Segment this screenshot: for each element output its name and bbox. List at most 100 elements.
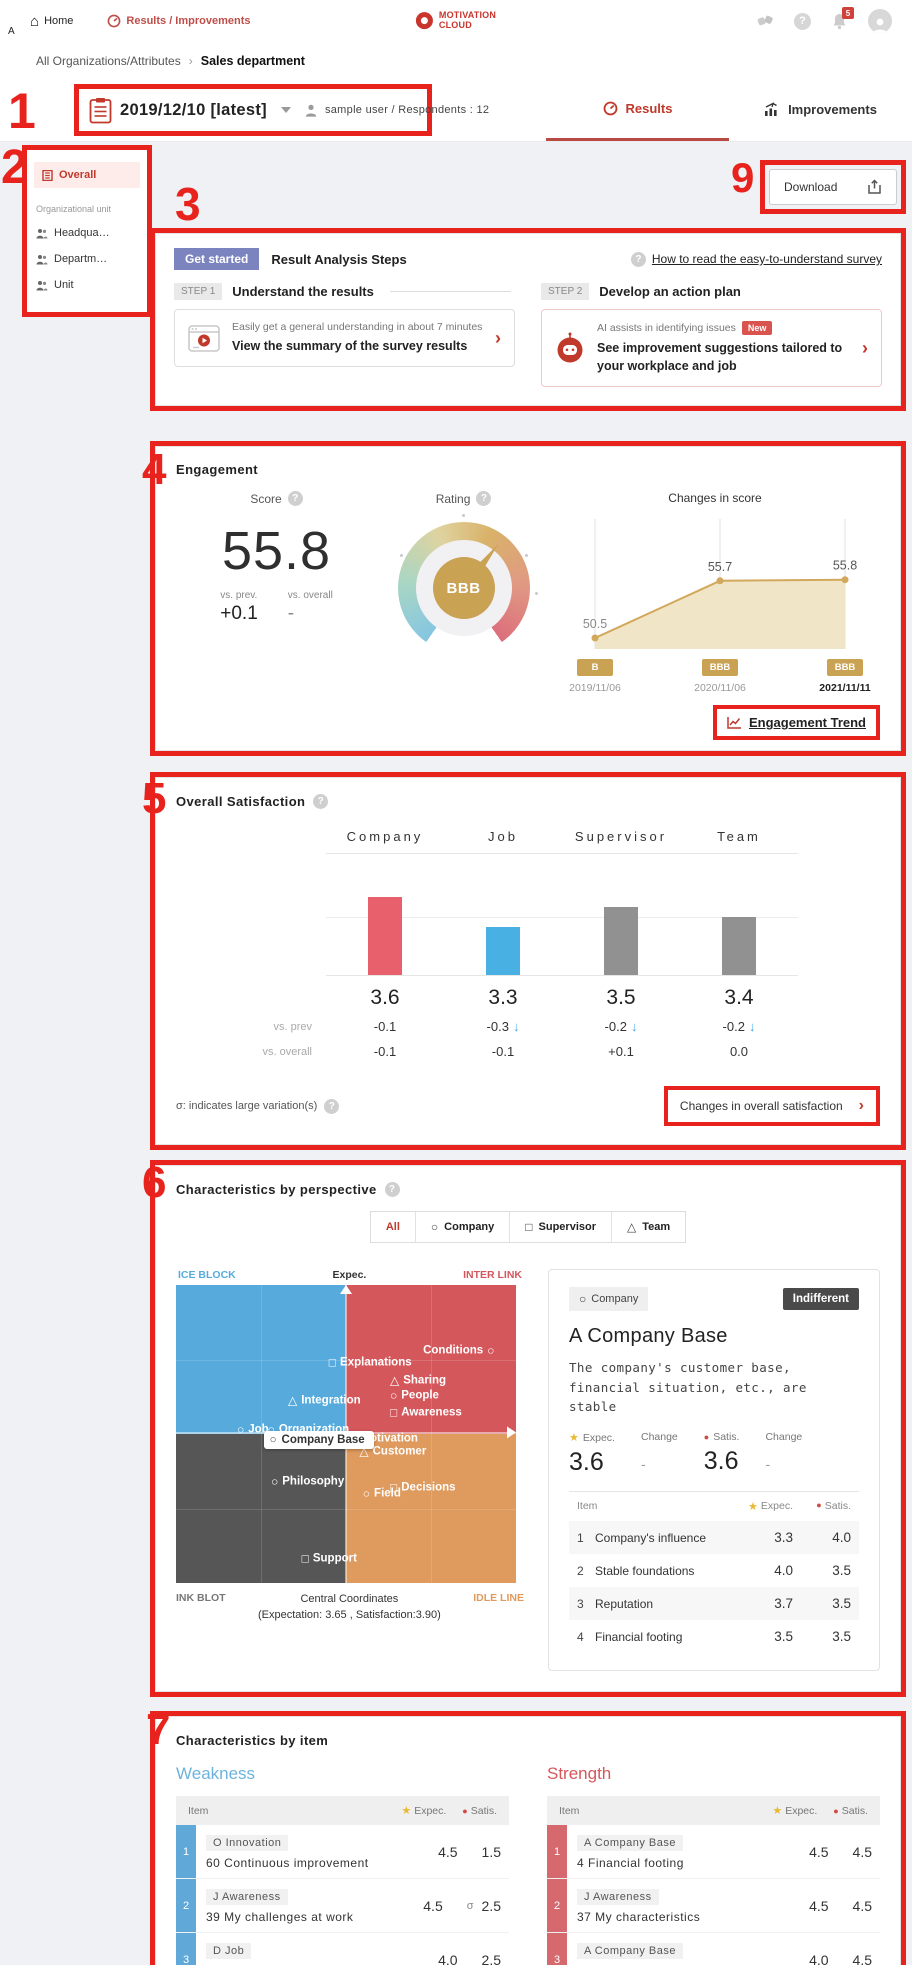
strong-row[interactable]: 1 A Company Base 4 Financial footing 4.5 4.5 xyxy=(547,1825,880,1880)
notifications-bell-icon[interactable]: 5 xyxy=(831,7,854,30)
step1-maintext: View the summary of the survey results xyxy=(232,339,468,353)
annotation-number-4: 4 xyxy=(142,445,167,495)
filter-company-label: Company xyxy=(444,1221,495,1234)
perspective-help-icon[interactable]: ? xyxy=(384,1182,400,1198)
central-coordinates: Central Coordinates (Expectation: 3.65 ,… xyxy=(258,1592,441,1623)
strong-row[interactable]: 3A Company Base3 Reputation 4.0 4.5 xyxy=(547,1933,880,1965)
scatter-point-conditions: Conditions ○ xyxy=(423,1343,494,1357)
weak-row[interactable]: 2 J Awareness 39 My challenges at work 4.5 σ… xyxy=(176,1879,509,1934)
strong-rank: 2 xyxy=(547,1879,567,1933)
item-expec-value: 4.5 xyxy=(438,1843,458,1860)
changes-satisfaction-link[interactable]: Changes in overall satisfaction xyxy=(679,1099,843,1114)
people-icon xyxy=(36,254,48,265)
triangle-marker-icon: △ xyxy=(359,1444,369,1459)
how-to-read-link[interactable]: How to read the easy-to-understand surve… xyxy=(651,252,882,266)
satis-dot-icon: ● xyxy=(703,1432,710,1443)
weak-row[interactable]: 1 O Innovation 60 Continuous improvement 4.… xyxy=(176,1825,509,1880)
chevron-down-icon[interactable] xyxy=(280,107,291,113)
filter-supervisor[interactable]: □ Supervisor xyxy=(509,1212,611,1243)
satis-dot-icon: ● xyxy=(833,1805,839,1816)
help-icon[interactable]: ? xyxy=(794,12,811,30)
score-help-icon[interactable]: ? xyxy=(287,491,303,507)
detail-expec-change: - xyxy=(640,1456,646,1473)
vs-overall-value: - xyxy=(287,603,295,625)
tab-results[interactable]: Results xyxy=(546,78,729,141)
engagement-title: Engagement xyxy=(176,462,259,478)
item-expec-value: 4.5 xyxy=(423,1897,443,1914)
action-plan-card[interactable]: AI assists in identifying issues New See… xyxy=(541,309,882,388)
filter-team[interactable]: △ Team xyxy=(611,1212,685,1243)
item-name: 60 Continuous improvement xyxy=(206,1856,369,1871)
nav-results-improvements[interactable]: Results / Improvements xyxy=(107,14,251,28)
apps-icon[interactable] xyxy=(756,12,774,30)
scatter-point-label: Integration xyxy=(301,1394,361,1407)
item-body: D Job14 Social contribution xyxy=(196,1933,393,1965)
step2-tag: STEP 2 xyxy=(541,283,590,300)
satisfaction-bar xyxy=(604,907,638,976)
weak-rank: 2 xyxy=(176,1879,196,1933)
col-satis-label: Satis. xyxy=(841,1804,868,1817)
col-expec-label: Expec. xyxy=(785,1804,818,1817)
help-circle-icon[interactable]: ? xyxy=(630,251,646,267)
central-coordinates-line1: Central Coordinates xyxy=(300,1593,399,1606)
rating-help-icon[interactable]: ? xyxy=(476,491,492,507)
item-expec-value: 4.5 xyxy=(809,1843,829,1860)
idle-line-label: IDLE LINE xyxy=(473,1592,524,1605)
annotation-box-7: 7 Characteristics by item Weakness Item … xyxy=(146,1708,906,1965)
item-category-chip: O Innovation xyxy=(206,1835,289,1852)
sigma-flag: σ xyxy=(466,1899,474,1912)
tab-improvements[interactable]: Improvements xyxy=(729,78,912,141)
survey-date-selector[interactable]: 2019/12/10 [latest] xyxy=(120,100,267,119)
engagement-score: 55.8 xyxy=(221,521,332,582)
summary-card[interactable]: Easily get a general understanding in ab… xyxy=(174,309,515,368)
control-row: 2019/12/10 [latest] sample user / Respon… xyxy=(0,78,912,142)
top-nav: A ⌂ Home Results / Improvements MOTIVATI… xyxy=(0,0,912,42)
download-row: 9 Download xyxy=(150,157,906,214)
stray-letter: A xyxy=(8,26,15,37)
satisfaction-vs-overall-value: +0.1 xyxy=(608,1044,634,1060)
item-category-chip: A Company Base xyxy=(577,1835,683,1852)
satisfaction-help-icon[interactable]: ? xyxy=(313,794,329,810)
avatar[interactable] xyxy=(868,9,892,33)
detail-description: The company's customer base, financial s… xyxy=(569,1360,807,1414)
home-icon: ⌂ xyxy=(30,12,40,30)
download-button[interactable]: Download xyxy=(769,169,897,205)
breadcrumb-separator: › xyxy=(188,54,193,68)
perspective-detail-card: ○ Company Indifferent A Company Base The … xyxy=(548,1269,880,1672)
sidebar-item-overall[interactable]: Overall xyxy=(34,162,140,188)
rating-badge: B xyxy=(577,659,613,677)
download-label: Download xyxy=(784,180,838,194)
item-body: A Company Base 4 Financial footing xyxy=(567,1825,764,1878)
scatter-highlight-company-base[interactable]: ○ Company Base xyxy=(263,1431,374,1450)
sidebar-item-departm[interactable]: Departm… xyxy=(27,246,147,272)
square-marker-icon: □ xyxy=(390,1480,398,1495)
filter-all[interactable]: All xyxy=(371,1212,415,1242)
item-satis-value: 1.5 xyxy=(481,1843,501,1860)
rating-label: Rating xyxy=(435,491,471,506)
scatter-point-explanations: □ Explanations xyxy=(329,1355,412,1369)
satisfaction-bar-cell xyxy=(444,854,562,977)
breadcrumb-root[interactable]: All Organizations/Attributes xyxy=(36,54,181,68)
item-satis-value: 2.5 xyxy=(481,1897,501,1914)
rating-gauge: BBB xyxy=(397,514,538,655)
filter-company[interactable]: ○ Company xyxy=(414,1212,509,1243)
sigma-help-icon[interactable]: ? xyxy=(324,1098,340,1114)
strong-row[interactable]: 2 J Awareness 37 My characteristics 4.5 4.5 xyxy=(547,1879,880,1934)
by-item-title: Characteristics by item xyxy=(176,1733,329,1749)
characteristics-by-perspective-card: Characteristics by perspective? All ○ Com… xyxy=(155,1165,901,1693)
nav-home[interactable]: ⌂ Home xyxy=(30,14,73,29)
quadrant-plot: Conditions ○ □ Explanations △ Sharing ○ People □… xyxy=(176,1285,516,1584)
people-icon xyxy=(36,280,48,291)
engagement-trend-link[interactable]: Engagement Trend xyxy=(748,715,866,731)
sidebar-item-unit[interactable]: Unit xyxy=(27,272,147,298)
scatter-point-label: Customer xyxy=(372,1445,427,1458)
annotation-box-5: 5 Overall Satisfaction? Company Job Superv… xyxy=(142,772,906,1151)
detail-row-number: 4 xyxy=(577,1629,584,1644)
survey-icon xyxy=(89,97,112,124)
sidebar-item-label: Unit xyxy=(54,279,74,291)
sidebar-item-headqua[interactable]: Headqua… xyxy=(27,220,147,246)
item-satis-value: 4.5 xyxy=(852,1951,872,1965)
weak-row[interactable]: 3D Job14 Social contribution 4.0 2.5 xyxy=(176,1933,509,1965)
item-values: 4.5 σ 2.5 xyxy=(393,1879,509,1932)
satisfaction-bar-cell xyxy=(562,854,680,977)
